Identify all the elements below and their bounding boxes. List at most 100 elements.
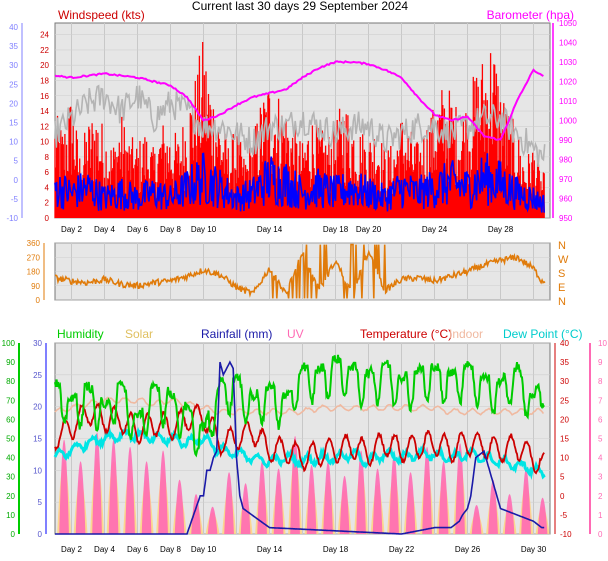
uv-tick-label: 1 <box>598 511 603 520</box>
uv-tick-label: 8 <box>598 377 603 386</box>
temperature-line <box>54 402 545 475</box>
day-label: Day 28 <box>488 225 514 234</box>
rainfall-tick-label: 25 <box>33 371 42 380</box>
direction-tick-label: 90 <box>31 282 40 291</box>
uv-tick-label: 9 <box>598 358 603 367</box>
compass-label: E <box>558 282 565 294</box>
day-label: Day 20 <box>356 225 382 234</box>
wind-series <box>54 42 546 218</box>
uv-spike <box>471 504 482 534</box>
wind-left-tick-label: 2 <box>45 199 50 208</box>
uv-tick-label: 0 <box>598 530 603 539</box>
humidity-tick-label: 50 <box>6 435 15 444</box>
humidity-tick-label: 70 <box>6 396 15 405</box>
direction-series <box>54 243 546 299</box>
direction-tick-label: 180 <box>27 268 41 277</box>
humidity-tick-label: 90 <box>6 358 15 367</box>
uv-spike <box>422 446 432 534</box>
wind-left-tick-label: 16 <box>40 92 49 101</box>
rainfall-line <box>55 360 545 535</box>
temperature-tick-label: -5 <box>560 511 568 520</box>
rainfall-tick-label: 20 <box>33 403 42 412</box>
day-label: Day 14 <box>257 225 283 234</box>
day-label: Day 10 <box>191 225 217 234</box>
barometer-tick-label: 960 <box>559 195 573 204</box>
barometer-line <box>54 60 544 141</box>
legend-dew-point: Dew Point (°C) <box>503 327 582 341</box>
day-label: Day 2 <box>61 225 82 234</box>
uv-spike <box>389 454 399 534</box>
uv-spike <box>356 450 366 534</box>
uv-spike <box>504 494 515 534</box>
wind-left-tick-label: 0 <box>45 214 50 223</box>
direction-tick-label: 360 <box>27 239 41 248</box>
uv-tick-label: 2 <box>598 492 603 501</box>
wind-outer-tick-label: 30 <box>9 61 18 70</box>
wind-left-tick-label: 22 <box>40 46 49 55</box>
rainfall-tick-label: 15 <box>33 435 42 444</box>
uv-spike <box>339 475 350 534</box>
uv-spike <box>372 468 383 534</box>
barometer-tick-label: 1040 <box>559 39 577 48</box>
uv-spike <box>158 450 168 534</box>
uv-spike <box>141 461 152 534</box>
humidity-tick-label: 10 <box>6 511 15 520</box>
barometer-tick-label: 1020 <box>559 78 577 87</box>
uv-tick-label: 3 <box>598 473 603 482</box>
barometer-tick-label: 1030 <box>559 58 577 67</box>
wind-panel: 024681012141618202224-10-505101520253035… <box>6 8 577 234</box>
humidity-tick-label: 40 <box>6 454 15 463</box>
barometer-axis-label: Barometer (hpa) <box>487 8 574 22</box>
wind-outer-tick-label: 15 <box>9 119 18 128</box>
wind-outer-tick-label: -10 <box>6 214 18 223</box>
wind-outer-tick-label: 0 <box>14 176 19 185</box>
day-label: Day 4 <box>94 225 115 234</box>
legend-humidity: Humidity <box>57 327 104 341</box>
day-label: Day 6 <box>127 545 148 554</box>
day-label: Day 6 <box>127 225 148 234</box>
temperature-tick-label: 35 <box>560 358 569 367</box>
barometer-tick-label: 990 <box>559 136 573 145</box>
day-label: Day 18 <box>323 225 349 234</box>
rainfall-tick-label: 10 <box>33 466 42 475</box>
wind-axes: 024681012141618202224-10-505101520253035… <box>6 19 577 223</box>
uv-spike <box>405 472 416 534</box>
uv-spike <box>191 494 201 534</box>
uv-spike <box>108 439 119 534</box>
uv-spike <box>240 483 251 534</box>
temperature-tick-label: 5 <box>560 473 565 482</box>
uv-tick-label: 4 <box>598 454 603 463</box>
uv-tick-label: 6 <box>598 415 603 424</box>
temperature-tick-label: 0 <box>560 492 565 501</box>
wind-left-tick-label: 18 <box>40 76 49 85</box>
climate-panel: 0102030405060708090100051015202530-10-50… <box>2 327 608 554</box>
wind-outer-tick-label: 25 <box>9 80 18 89</box>
wind-left-tick-label: 14 <box>40 107 49 116</box>
legend-solar: Solar <box>125 327 153 341</box>
day-label: Day 22 <box>389 545 415 554</box>
wind-left-tick-label: 12 <box>40 122 49 131</box>
day-label: Day 8 <box>160 225 181 234</box>
climate-axes: 0102030405060708090100051015202530-10-50… <box>2 339 608 539</box>
wind-outer-tick-label: 10 <box>9 138 18 147</box>
indoor-temperature-line <box>54 396 545 417</box>
wind-outer-tick-label: 40 <box>9 23 18 32</box>
legend-uv: UV <box>287 327 304 341</box>
rainfall-tick-label: 5 <box>38 498 43 507</box>
barometer-tick-label: 1010 <box>559 97 577 106</box>
uv-tick-label: 10 <box>598 339 607 348</box>
temperature-tick-label: 15 <box>560 435 569 444</box>
day-label: Day 26 <box>455 545 481 554</box>
compass-label: N <box>558 240 566 252</box>
legend-indoor: Indoor <box>449 327 483 341</box>
uv-spike <box>323 461 333 534</box>
uv-spike <box>438 461 449 534</box>
uv-spike <box>174 479 185 534</box>
wind-outer-tick-label: 20 <box>9 99 18 108</box>
legend-rainfall: Rainfall (mm) <box>201 327 272 341</box>
uv-spike <box>455 443 465 534</box>
temperature-tick-label: 40 <box>560 339 569 348</box>
barometer-tick-label: 1050 <box>559 19 577 28</box>
day-label: Day 8 <box>160 545 181 554</box>
uv-spike <box>125 446 135 534</box>
